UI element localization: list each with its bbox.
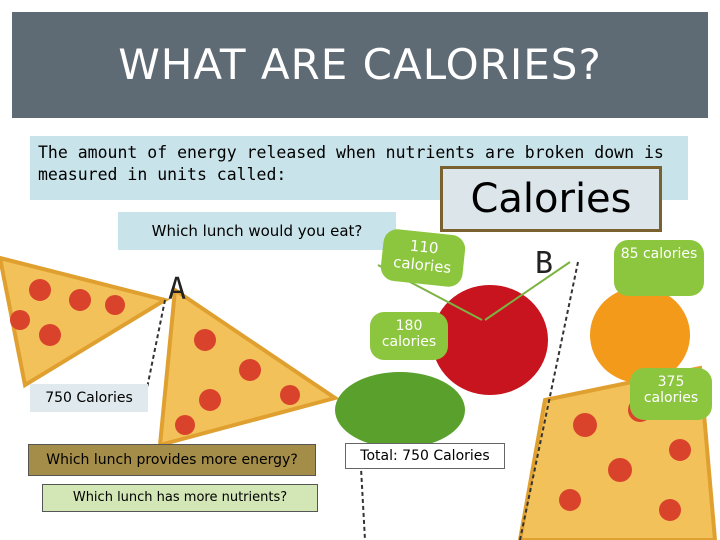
connector bbox=[519, 261, 579, 540]
salad bbox=[335, 372, 465, 448]
connector bbox=[144, 299, 166, 399]
pointer bbox=[484, 261, 571, 321]
question-nutrients: Which lunch has more nutrients? bbox=[42, 484, 318, 512]
label-b: B bbox=[535, 246, 554, 281]
orange bbox=[590, 287, 690, 383]
callout: 85 calories bbox=[614, 240, 704, 296]
apple bbox=[432, 285, 548, 395]
title-bar bbox=[12, 12, 708, 118]
callout: 110 calories bbox=[379, 227, 467, 289]
answer: Calories bbox=[440, 166, 662, 232]
question-energy: Which lunch provides more energy? bbox=[28, 444, 316, 476]
total-a: 750 Calories bbox=[30, 384, 148, 412]
total-b: Total: 750 Calories bbox=[345, 443, 505, 469]
pizza-slice bbox=[0, 255, 171, 389]
callout: 375 calories bbox=[630, 368, 712, 420]
callout: 180 calories bbox=[370, 312, 448, 360]
question: Which lunch would you eat? bbox=[118, 212, 396, 250]
label-a: A bbox=[168, 272, 187, 307]
pizza-slice bbox=[157, 286, 340, 448]
title: WHAT ARE CALORIES? bbox=[118, 40, 602, 89]
